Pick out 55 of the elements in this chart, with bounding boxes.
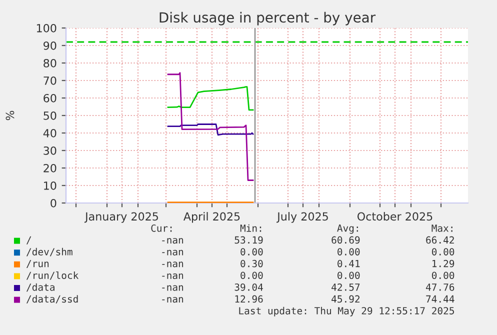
legend-label: /data/ssd: [26, 295, 78, 304]
text: -nan: [162, 285, 184, 291]
y-tick-label: 30: [44, 146, 56, 155]
text: Last update: Thu May 29 12:55:17 2025: [239, 306, 454, 316]
x-tick-label: April 2025: [183, 212, 240, 223]
text: 47.76: [426, 283, 454, 291]
y-tick-label: 10: [44, 181, 56, 190]
text: 0.00: [338, 272, 360, 280]
y-tick-label: 70: [44, 76, 56, 85]
legend-label: /: [26, 236, 32, 244]
line-series: [167, 72, 254, 181]
y-tick-label: 20: [44, 164, 56, 172]
text: 0.30: [240, 260, 263, 268]
legend-label: /data: [26, 283, 54, 292]
text: -nan: [162, 250, 184, 256]
text: Avg:: [337, 224, 358, 234]
x-tick-label: January 2025: [84, 212, 158, 223]
text: 0.00: [432, 272, 454, 280]
x-tick-label: July 2025: [276, 212, 328, 223]
text: Max:: [432, 224, 452, 232]
text: 42.57: [332, 283, 360, 291]
y-tick-label: 80: [44, 58, 56, 68]
text: 1.29: [432, 260, 454, 268]
text: 45.92: [332, 295, 360, 303]
text: -nan: [162, 238, 184, 244]
line-series: [167, 86, 254, 111]
text: Min:: [240, 224, 262, 232]
y-tick-label: 60: [44, 94, 56, 102]
text: 0.00: [240, 272, 263, 280]
text: -nan: [162, 273, 184, 280]
text: Cur:: [151, 224, 172, 232]
y-tick-label: 90: [44, 41, 56, 50]
legend-label: /run/lock: [26, 271, 79, 280]
chart-title: Disk usage in percent - by year: [160, 12, 376, 26]
text: 0.00: [240, 248, 263, 256]
text: 39.04: [234, 283, 263, 291]
y-axis-title: %: [6, 110, 14, 120]
text: 74.44: [426, 295, 454, 303]
text: 0.00: [338, 248, 360, 256]
legend-label: /run: [26, 260, 49, 268]
legend-label: /dev/shm: [26, 248, 72, 256]
line-series: [167, 124, 254, 136]
x-tick-label: October 2025: [357, 212, 432, 221]
text: 0.00: [432, 248, 454, 256]
text: 60.69: [332, 236, 360, 244]
text: -nan: [162, 262, 184, 268]
text: -nan: [162, 297, 184, 303]
y-tick-label: 100: [36, 24, 56, 32]
text: 66.42: [426, 236, 454, 244]
y-tick-label: 50: [44, 111, 56, 120]
text: 12.96: [235, 295, 263, 303]
y-tick-label: 0: [50, 198, 56, 208]
text: 0.41: [338, 260, 360, 268]
y-tick-label: 40: [43, 128, 56, 138]
text: 53.19: [234, 236, 263, 244]
